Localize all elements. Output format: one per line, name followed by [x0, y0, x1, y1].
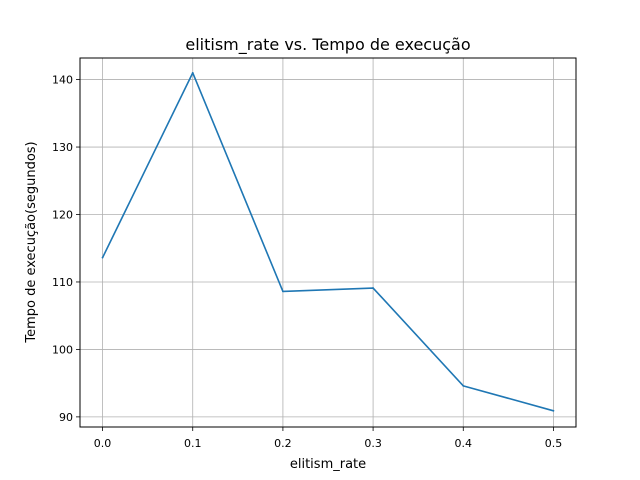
grid [80, 58, 576, 427]
x-tick-label: 0.4 [455, 437, 473, 450]
chart-title: elitism_rate vs. Tempo de execução [185, 35, 470, 55]
series-layer [101, 71, 555, 412]
y-axis-ticks: 90 100 110 120 130 140 [52, 74, 80, 424]
y-tick-label: 100 [52, 343, 73, 356]
x-tick-label: 0.0 [94, 437, 112, 450]
series-line [101, 72, 554, 412]
x-axis-label: elitism_rate [290, 457, 366, 472]
y-tick-label: 110 [52, 276, 73, 289]
data-point [191, 71, 194, 74]
x-tick-label: 0.2 [274, 437, 292, 450]
x-tick-label: 0.5 [545, 437, 563, 450]
y-tick-label: 90 [59, 411, 73, 424]
plot-frame [79, 57, 577, 428]
x-tick-label: 0.1 [184, 437, 202, 450]
y-tick-label: 120 [52, 209, 73, 222]
y-tick-label: 130 [52, 141, 73, 154]
y-axis-label: Tempo de execução(segundos) [24, 141, 39, 343]
x-axis-ticks: 0.0 0.1 0.2 0.3 0.4 0.5 [94, 427, 562, 450]
data-point [282, 290, 284, 293]
data-point [101, 256, 104, 259]
x-tick-label: 0.3 [364, 437, 382, 450]
data-point [552, 409, 555, 412]
data-point [462, 384, 465, 387]
y-tick-label: 140 [52, 74, 73, 87]
data-point [372, 287, 374, 289]
